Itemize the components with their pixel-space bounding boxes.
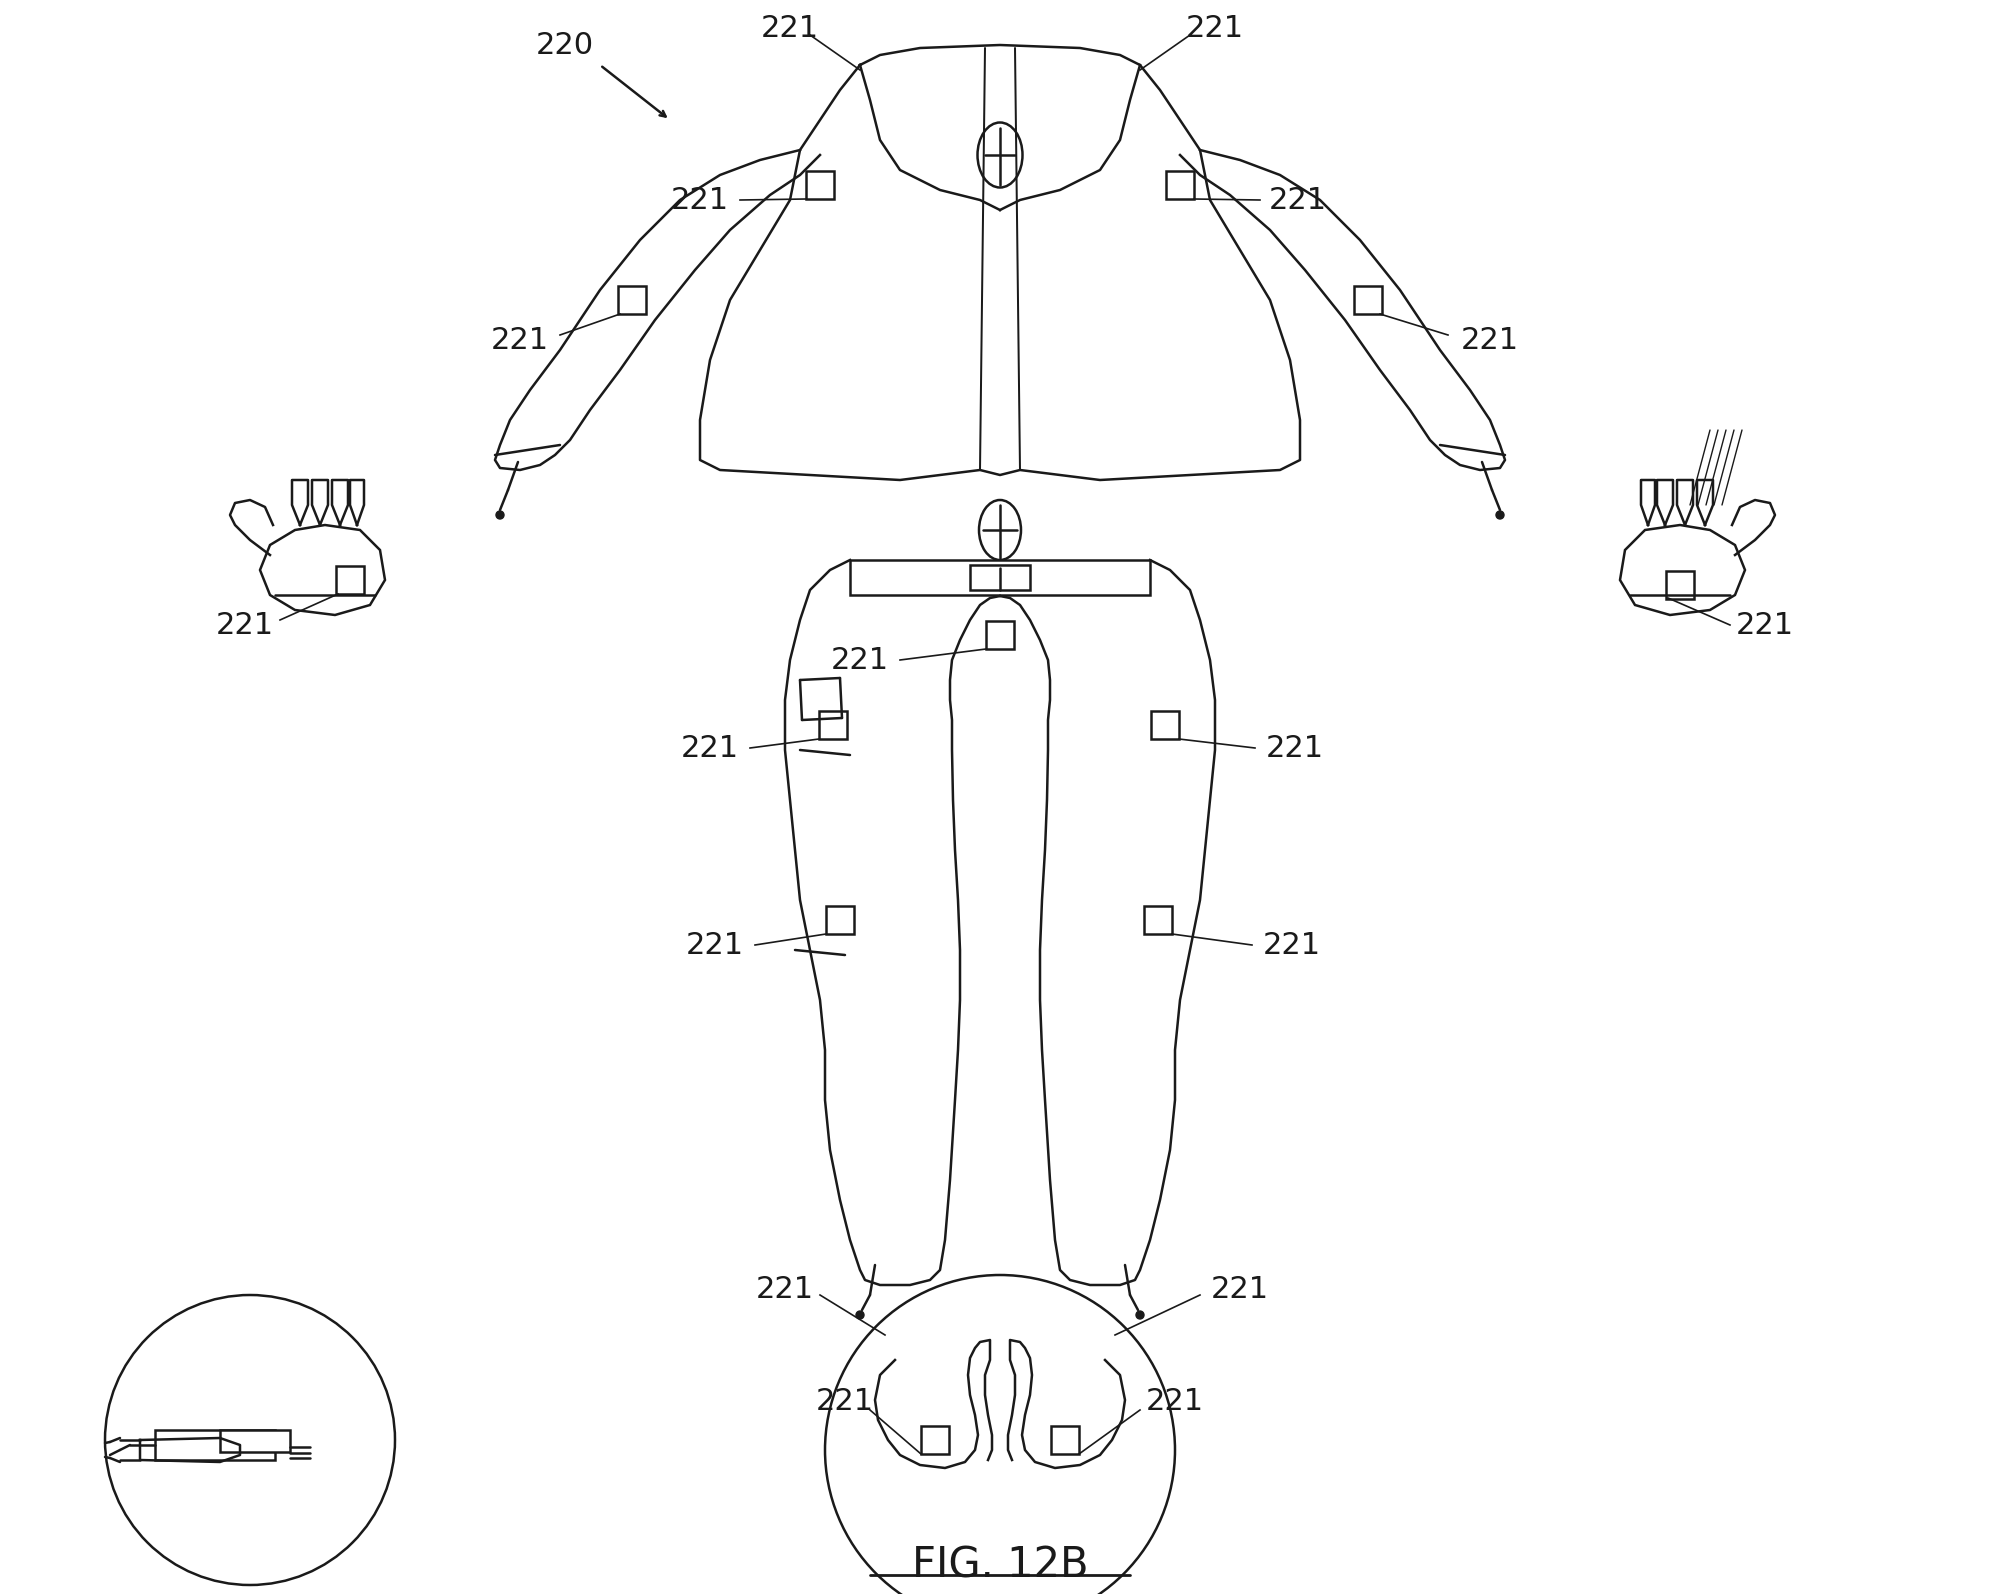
Bar: [986, 622, 1014, 649]
Circle shape: [826, 1275, 1176, 1594]
Bar: [156, 1430, 276, 1460]
Bar: [1166, 171, 1194, 199]
Text: 221: 221: [490, 325, 550, 354]
Circle shape: [104, 1294, 396, 1584]
Bar: [820, 711, 848, 740]
Text: 221: 221: [686, 931, 744, 960]
Bar: [220, 1430, 290, 1452]
Text: 220: 220: [536, 30, 594, 59]
Bar: [618, 285, 646, 314]
Bar: [970, 564, 1030, 590]
Text: 221: 221: [1210, 1275, 1270, 1304]
Text: 221: 221: [1266, 733, 1324, 762]
Ellipse shape: [978, 123, 1022, 188]
Bar: [826, 905, 854, 934]
Text: 221: 221: [680, 733, 740, 762]
Bar: [1144, 905, 1172, 934]
Text: 221: 221: [1736, 611, 1794, 639]
Text: 221: 221: [1268, 185, 1328, 215]
Text: FIG. 12B: FIG. 12B: [912, 1545, 1088, 1586]
Ellipse shape: [980, 501, 1022, 559]
Text: 221: 221: [816, 1387, 874, 1417]
Circle shape: [496, 512, 504, 520]
Bar: [850, 559, 1150, 595]
Text: 221: 221: [1460, 325, 1520, 354]
Polygon shape: [260, 524, 384, 615]
Polygon shape: [1620, 524, 1744, 615]
Text: 221: 221: [1186, 13, 1244, 43]
Text: 221: 221: [1146, 1387, 1204, 1417]
Text: 221: 221: [1262, 931, 1322, 960]
Text: 221: 221: [670, 185, 730, 215]
Bar: [336, 566, 364, 595]
Bar: [1152, 711, 1180, 740]
Text: 221: 221: [760, 13, 820, 43]
Text: 221: 221: [216, 611, 274, 639]
Bar: [1666, 571, 1694, 599]
Circle shape: [1496, 512, 1504, 520]
Bar: [806, 171, 834, 199]
Circle shape: [856, 1310, 864, 1318]
Bar: [920, 1427, 950, 1454]
Circle shape: [1136, 1310, 1144, 1318]
Bar: [1354, 285, 1382, 314]
Text: 221: 221: [756, 1275, 814, 1304]
Bar: [1052, 1427, 1080, 1454]
Text: 221: 221: [830, 646, 890, 674]
